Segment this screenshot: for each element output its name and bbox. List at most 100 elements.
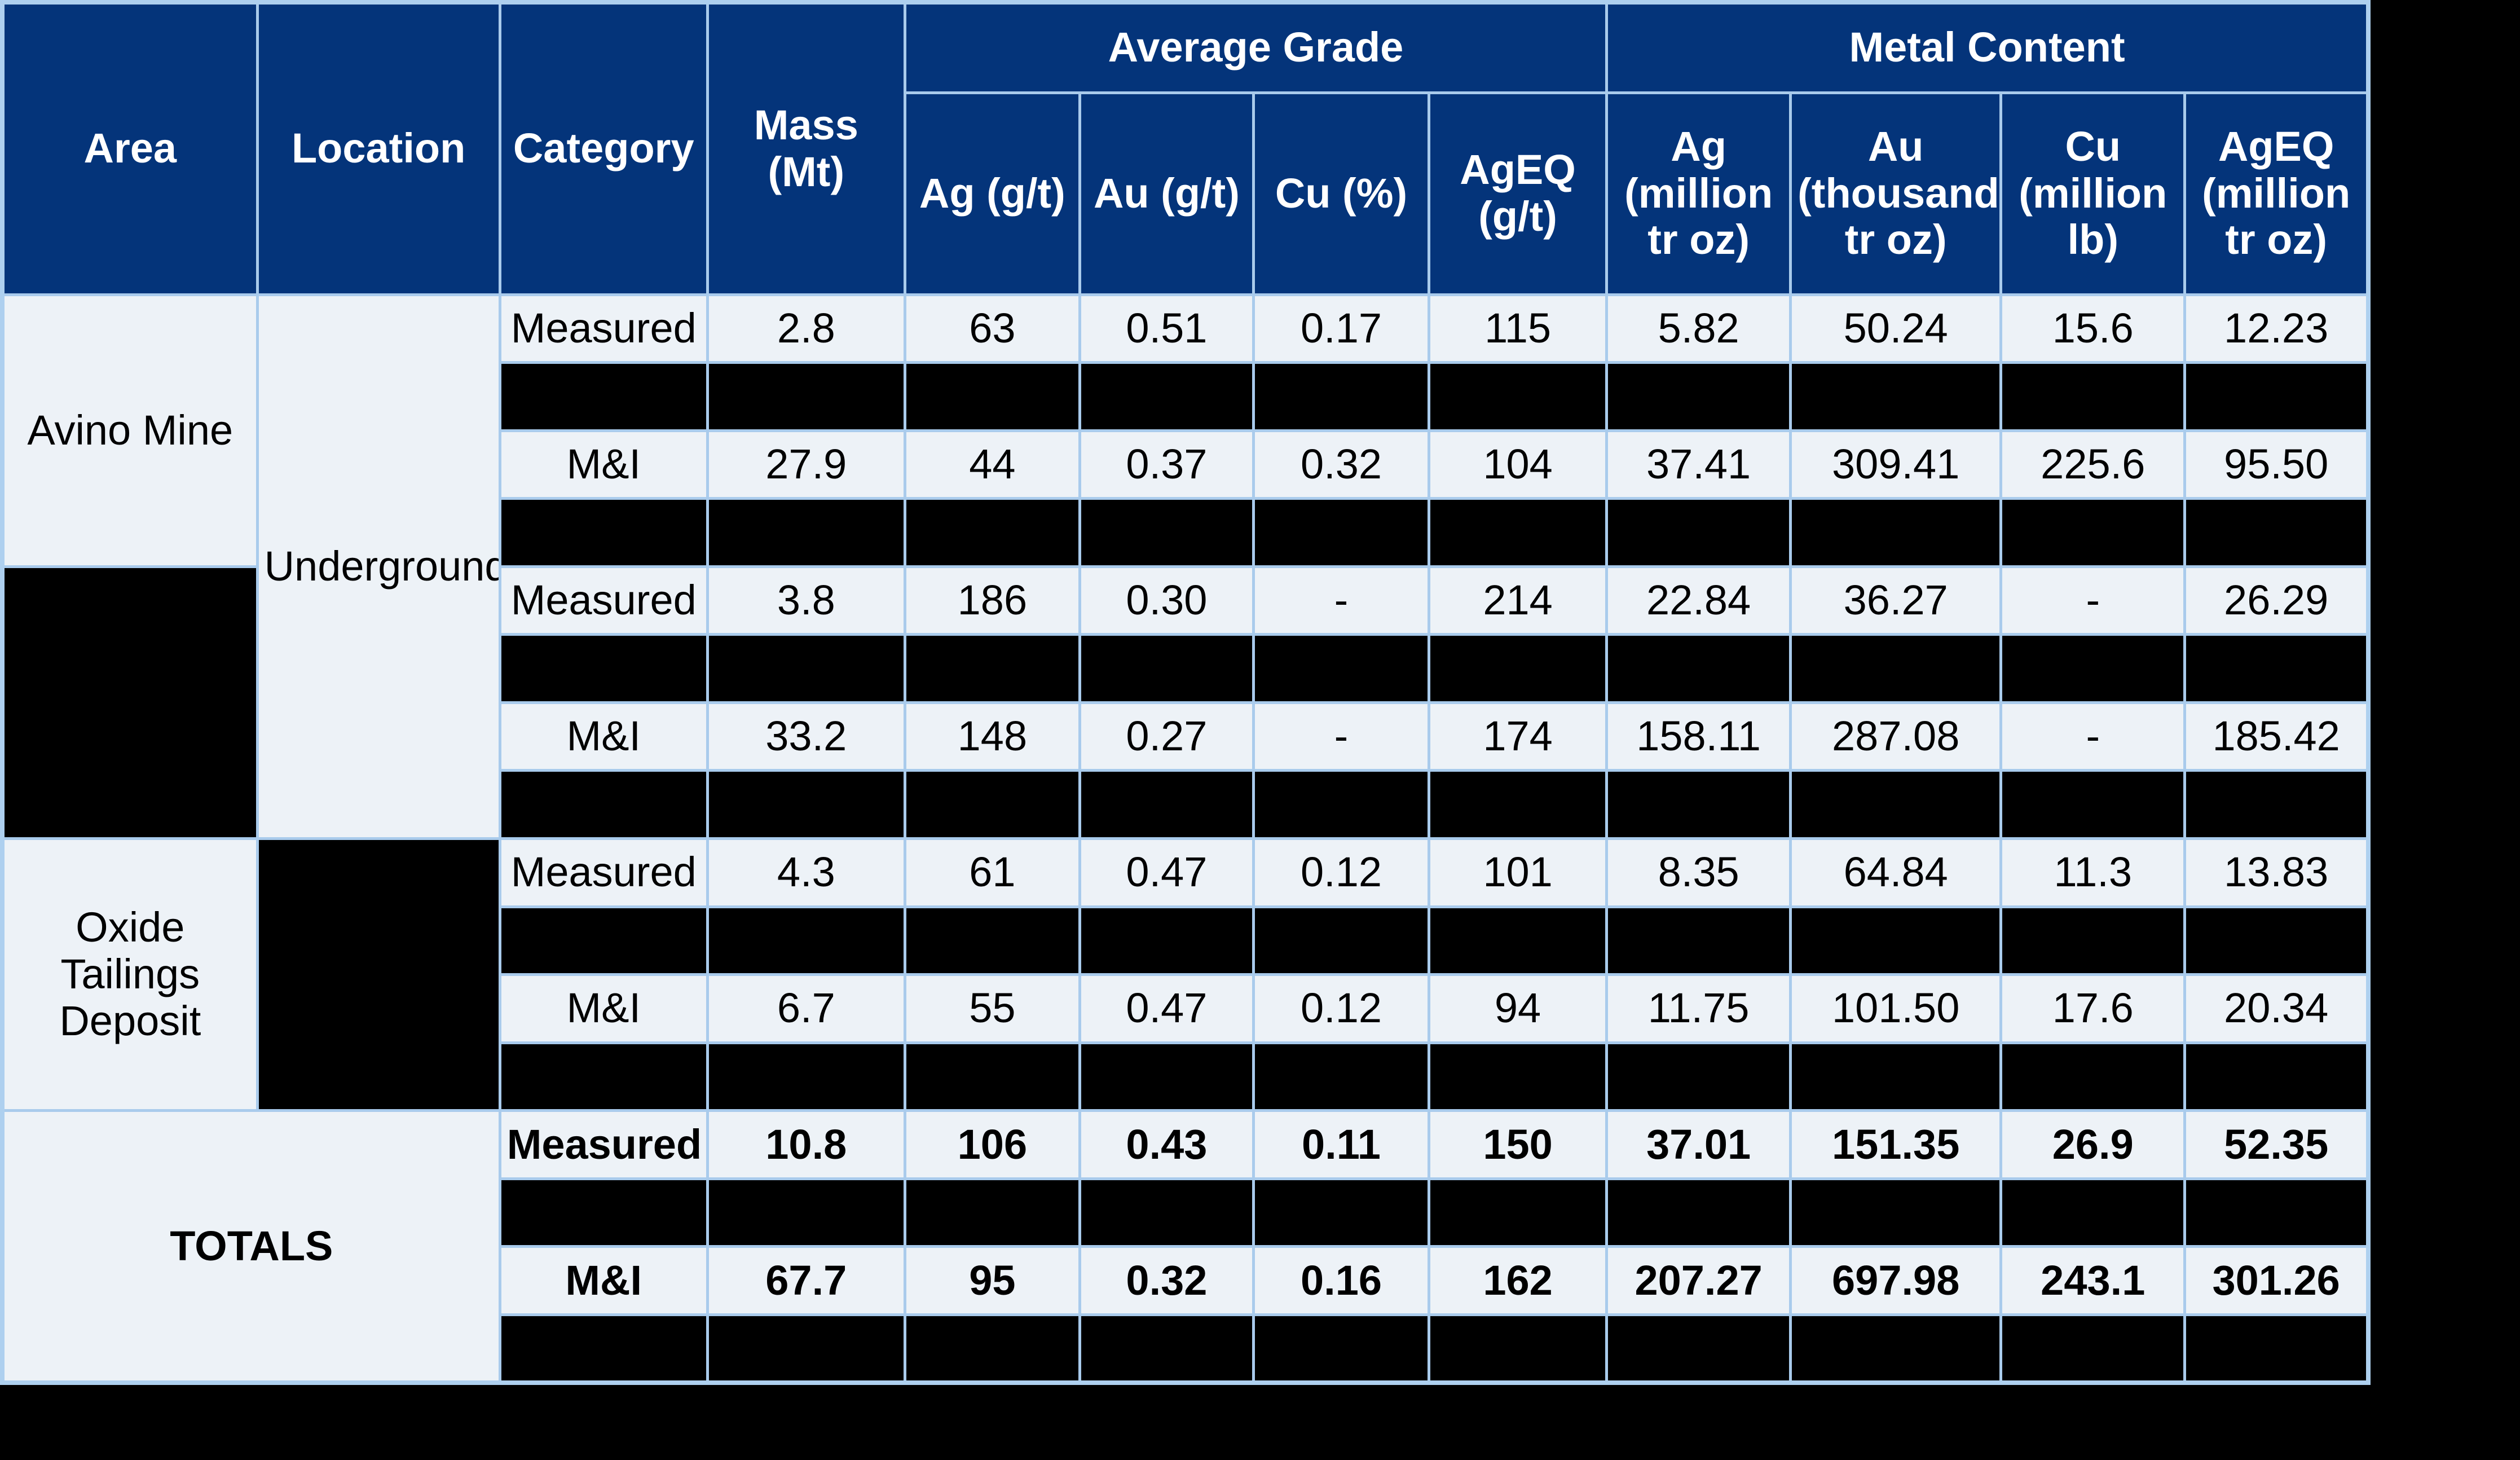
redacted-cell (1078, 1041, 1255, 1112)
redacted-cell (1428, 497, 1609, 568)
redacted-cell (1999, 905, 2187, 977)
value-cell-ag-gt: 44 (903, 429, 1081, 500)
value-cell-ag-gt: 55 (903, 973, 1081, 1044)
value-cell-ageq-gt: 104 (1428, 429, 1609, 500)
value-cell-ageq-gt: 115 (1428, 293, 1609, 364)
value-cell-cu-pct: - (1252, 565, 1431, 636)
redacted-cell (1252, 633, 1431, 704)
redacted-cell (903, 361, 1081, 432)
group-header-metal-content: Metal Content (1605, 1, 2370, 94)
redacted-cell (903, 633, 1081, 704)
value-cell-ageq-gt: 162 (1428, 1245, 1609, 1316)
redacted-cell (498, 1313, 709, 1384)
value-cell-au-koz: 309.41 (1789, 429, 2003, 500)
location-cell-redacted (255, 837, 501, 1112)
redacted-row (2, 1041, 2370, 1112)
redacted-cell (1605, 633, 1792, 704)
redacted-cell (498, 1041, 709, 1112)
redacted-cell (903, 1177, 1081, 1248)
redacted-cell (1999, 361, 2187, 432)
table-row: M&I 6.7 55 0.47 0.12 94 11.75 101.50 17.… (2, 973, 2370, 1044)
redacted-cell (2183, 769, 2370, 840)
redacted-cell (706, 1177, 906, 1248)
redacted-cell (2183, 1041, 2370, 1112)
value-cell-ageq-gt: 101 (1428, 837, 1609, 908)
header-group-row: Area Location Category Mass (Mt) Average… (1, 1, 2370, 296)
redacted-cell (2183, 361, 2370, 432)
value-cell-cu-mlb: 26.9 (1999, 1109, 2187, 1180)
redacted-cell (903, 1313, 1081, 1384)
value-cell-ageq-gt: 94 (1428, 973, 1609, 1044)
category-cell: Measured (498, 293, 709, 364)
column-header-ag-gt: Ag (g/t) (903, 91, 1081, 296)
value-cell-au-gt: 0.47 (1078, 973, 1255, 1044)
value-cell-ageq-moz: 26.29 (2183, 565, 2370, 636)
redacted-cell (706, 1313, 906, 1384)
value-cell-ag-moz: 8.35 (1605, 837, 1792, 908)
value-cell-ageq-gt: 214 (1428, 565, 1609, 636)
redacted-cell (1605, 769, 1792, 840)
redacted-cell (1078, 905, 1255, 977)
value-cell-ag-moz: 11.75 (1605, 973, 1792, 1044)
redacted-cell (903, 1041, 1081, 1112)
value-cell-ageq-moz: 52.35 (2183, 1109, 2370, 1180)
value-cell-cu-mlb: 11.3 (1999, 837, 2187, 908)
redacted-cell (1428, 1313, 1609, 1384)
redacted-cell (903, 905, 1081, 977)
value-cell-au-gt: 0.37 (1078, 429, 1255, 500)
value-cell-au-gt: 0.30 (1078, 565, 1255, 636)
redacted-row (2, 361, 2370, 432)
value-cell-ageq-moz: 301.26 (2183, 1245, 2370, 1316)
value-cell-ag-gt: 61 (903, 837, 1081, 908)
value-cell-au-koz: 151.35 (1789, 1109, 2003, 1180)
redacted-cell (498, 361, 709, 432)
value-cell-cu-pct: 0.17 (1252, 293, 1431, 364)
redacted-cell (1789, 1313, 2003, 1384)
value-cell-au-gt: 0.43 (1078, 1109, 1255, 1180)
value-cell-cu-pct: 0.32 (1252, 429, 1431, 500)
category-cell: M&I (498, 429, 709, 500)
area-cell-redacted (1, 565, 259, 841)
redacted-cell (1789, 1041, 2003, 1112)
redacted-cell (498, 1177, 709, 1248)
value-cell-ag-gt: 95 (903, 1245, 1081, 1316)
redacted-cell (1605, 497, 1792, 568)
redacted-cell (1252, 905, 1431, 977)
value-cell-au-gt: 0.51 (1078, 293, 1255, 364)
mineral-resource-table: Area Location Category Mass (Mt) Average… (0, 0, 2371, 1385)
redacted-cell (1605, 1177, 1792, 1248)
category-cell: Measured (498, 565, 709, 636)
value-cell-au-gt: 0.32 (1078, 1245, 1255, 1316)
header-sub-row: Ag (g/t) Au (g/t) Cu (%) AgEQ (g/t) Ag (… (2, 91, 2370, 296)
value-cell-cu-mlb: 243.1 (1999, 1245, 2187, 1316)
redacted-cell (1078, 1177, 1255, 1248)
column-header-au-gt: Au (g/t) (1078, 91, 1255, 296)
value-cell-mass: 4.3 (706, 837, 906, 908)
category-cell: Measured (498, 1109, 709, 1180)
table-row: Measured 3.8 186 0.30 - 214 22.84 36.27 … (1, 565, 2370, 841)
redacted-cell (498, 633, 709, 704)
redacted-cell (706, 1041, 906, 1112)
redacted-cell (1999, 633, 2187, 704)
value-cell-mass: 10.8 (706, 1109, 906, 1180)
totals-label-cell: TOTALS (1, 1109, 501, 1384)
value-cell-cu-pct: - (1252, 701, 1431, 772)
redacted-cell (1078, 497, 1255, 568)
redacted-cell (498, 497, 709, 568)
redacted-cell (2183, 1177, 2370, 1248)
value-cell-ageq-moz: 20.34 (2183, 973, 2370, 1044)
totals-row: M&I 67.7 95 0.32 0.16 162 207.27 697.98 … (2, 1245, 2370, 1316)
value-cell-ag-gt: 106 (903, 1109, 1081, 1180)
value-cell-ag-moz: 22.84 (1605, 565, 1792, 636)
redacted-cell (2183, 905, 2370, 977)
redacted-cell (1789, 497, 2003, 568)
column-header-ag-moz: Ag (million tr oz) (1605, 91, 1792, 296)
redacted-cell (1605, 1313, 1792, 1384)
redacted-row (2, 1313, 2370, 1384)
table-row: Avino Mine Underground Measured 2.8 63 0… (1, 293, 2370, 840)
value-cell-ag-gt: 186 (903, 565, 1081, 636)
redacted-cell (1999, 1041, 2187, 1112)
redacted-cell (2183, 1313, 2370, 1384)
value-cell-mass: 3.8 (706, 565, 906, 636)
value-cell-au-koz: 287.08 (1789, 701, 2003, 772)
